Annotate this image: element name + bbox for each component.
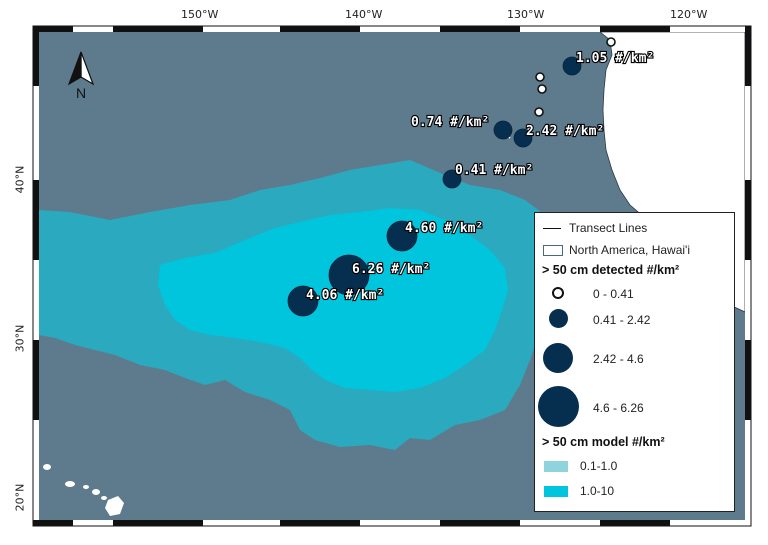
detected-swatch-large [537,386,579,427]
lon-tick-130w: 130°W [507,8,545,21]
detection-marker [562,56,582,76]
detection-marker [442,169,462,189]
detection-label: 6.26 #/km² [352,262,430,277]
model-low-swatch [544,460,568,472]
detected-swatch-medium [543,342,573,373]
detected-swatch-tiny [552,286,564,299]
detection-label: 0.41 #/km² [455,163,533,178]
detection-marker [287,285,319,317]
detection-marker [513,128,533,148]
detection-marker [386,220,418,252]
legend-model-class-row: 1.0-10 [535,484,614,498]
hawaii-islands [43,464,124,516]
detected-swatch-small [548,309,568,328]
detected-class-label: 0.41 - 2.42 [593,313,651,327]
detection-markers [287,56,582,317]
lon-tick-120w: 120°W [670,8,708,21]
legend-land-row: North America, Hawai'i [535,243,690,257]
model-high-swatch [544,485,568,497]
transect-line-swatch [543,227,561,229]
detection-label: 4.60 #/km² [405,221,483,236]
lon-tick-140w: 140°W [345,8,383,21]
low-detection-marker [606,37,616,47]
detection-label: 1.05 #/km² [576,51,654,66]
model-density-high-region [158,208,508,392]
legend-transect-row: Transect Lines [535,221,647,235]
detected-class-label: 4.6 - 6.26 [593,401,644,415]
legend-land-label: North America, Hawai'i [569,243,690,257]
map-frame-ticks [33,26,751,526]
legend-detected-class-row: 0 - 0.41 [535,285,634,303]
detected-class-label: 2.42 - 4.6 [593,352,644,366]
legend-detected-class-row: 0.41 - 2.42 [535,309,650,331]
land-swatch [543,244,563,256]
model-class-label: 1.0-10 [580,484,615,498]
detection-label: 4.06 #/km² [306,288,384,303]
detection-marker [493,120,513,140]
detected-class-label: 0 - 0.41 [593,287,634,301]
low-detection-marker [534,107,544,117]
north-arrow-icon: N [67,51,95,101]
detection-label: 2.42 #/km² [526,124,604,139]
legend-detected-class-row: 4.6 - 6.26 [535,386,644,429]
legend-detected-class-row: 2.42 - 4.6 [535,342,644,375]
low-detection-marker [535,72,545,82]
legend-model-class-row: 0.1-1.0 [535,459,617,473]
detection-label: 0.74 #/km² [411,115,489,130]
low-detection-marker [537,84,547,94]
lon-tick-150w: 150°W [181,8,219,21]
legend-detected-title: > 50 cm detected #/km² [542,263,680,277]
legend-transect-label: Transect Lines [569,221,648,235]
north-arrow-label: N [76,85,86,101]
model-class-label: 0.1-1.0 [580,459,618,473]
legend-model-title: > 50 cm model #/km² [542,435,665,449]
low-detections [534,37,616,117]
map-legend: Transect Lines North America, Hawai'i > … [534,212,735,512]
detection-marker [328,254,370,296]
